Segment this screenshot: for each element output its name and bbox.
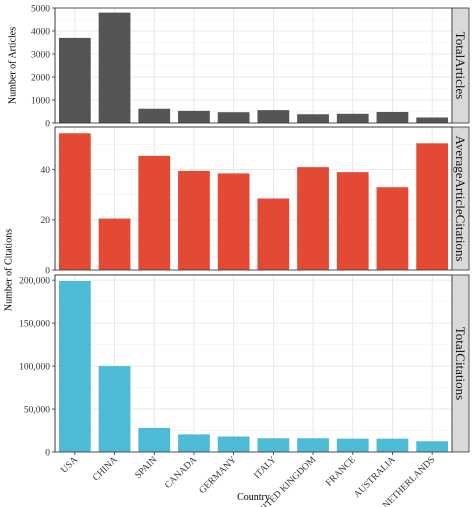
x-tick-label: FRANCE [324, 455, 358, 489]
y-tick-label: 5000 [31, 4, 50, 14]
bar-australia [376, 438, 409, 452]
bar-italy [257, 110, 290, 123]
bar-usa [58, 37, 91, 123]
y-tick-label: 200,000 [19, 276, 50, 286]
x-tick-label: USA [59, 455, 80, 476]
y-tick-label: 20 [41, 216, 51, 226]
y-tick-label: 40 [41, 166, 51, 176]
y-axis-title: Number of Citations [4, 229, 15, 311]
bar-united-kingdom [297, 167, 329, 270]
y-tick-label: 1000 [31, 96, 50, 106]
bar-china [98, 218, 131, 270]
panel-1: 0 20 40 AverageArticleCitations [41, 126, 470, 276]
bar-italy [257, 198, 290, 270]
bar-australia [376, 187, 409, 270]
y-tick-label: 0 [45, 448, 50, 458]
bar-australia [376, 111, 409, 123]
bar-spain [138, 427, 171, 452]
y-tick-label: 4000 [31, 27, 50, 37]
bar-united-kingdom [297, 114, 329, 123]
y-tick-label: 100,000 [19, 362, 50, 372]
y-tick-label: 0 [45, 119, 50, 129]
bar-france [336, 438, 369, 452]
x-tick-label: ITALY [252, 455, 278, 481]
bar-spain [138, 155, 171, 270]
panel-2: 0 50,000 100,000 150,000 200,000 TotalCitatio… [19, 274, 470, 458]
bar-china [98, 12, 131, 124]
strip-0 [451, 7, 470, 124]
y-tick-label: 150,000 [19, 319, 50, 329]
bar-france [336, 113, 369, 123]
bar-usa [58, 133, 91, 270]
bar-usa [58, 281, 91, 452]
x-tick-label: CHINA [91, 455, 119, 483]
x-tick-label: CANADA [163, 455, 199, 491]
bar-germany [217, 173, 250, 270]
y-tick-label: 2000 [31, 73, 50, 83]
panel-0: 0 1000 2000 3000 4000 5000 TotalArticles Number… [8, 4, 470, 129]
y-tick-label: 0 [45, 266, 50, 276]
bar-germany [217, 436, 250, 452]
strip-2 [451, 274, 470, 453]
strip-1 [451, 126, 470, 271]
x-axis-title: Country [237, 492, 270, 503]
bar-canada [178, 434, 210, 452]
bar-france [336, 172, 369, 270]
bar-netherlands [416, 117, 449, 123]
bar-canada [178, 110, 210, 123]
strip-label: AverageArticleCitations [453, 135, 468, 261]
bar-netherlands [416, 441, 449, 452]
x-tick-label: SPAIN [133, 455, 159, 481]
bar-germany [217, 112, 250, 123]
strip-label: TotalCitations [453, 327, 468, 400]
bar-netherlands [416, 143, 449, 270]
x-tick-label: GERMANY [198, 455, 239, 496]
bar-spain [138, 108, 171, 123]
bar-united-kingdom [297, 438, 329, 452]
bar-china [98, 366, 131, 452]
bar-italy [257, 438, 290, 452]
y-tick-label: 3000 [31, 50, 50, 60]
bar-canada [178, 170, 210, 270]
panel-y-axis-title: Number of Articles [8, 27, 19, 104]
y-tick-label: 50,000 [24, 405, 50, 415]
strip-label: TotalArticles [453, 32, 468, 100]
